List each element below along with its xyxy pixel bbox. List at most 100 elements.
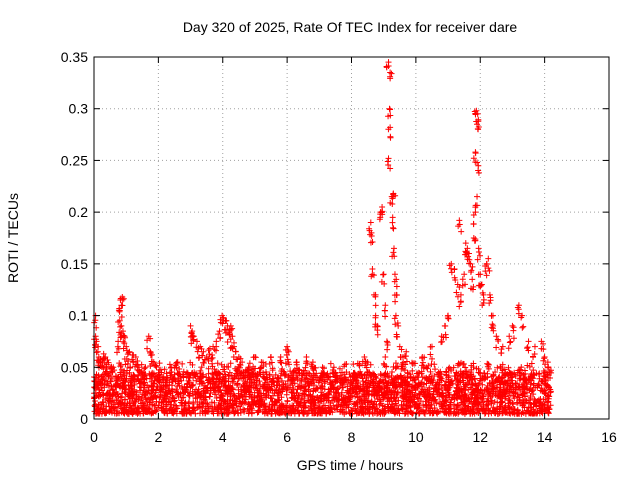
data-point-bg bbox=[390, 395, 397, 402]
data-point-bg bbox=[467, 384, 474, 391]
data-point-bg bbox=[229, 402, 236, 409]
data-point-bg bbox=[246, 360, 253, 367]
data-point-bg bbox=[241, 408, 248, 415]
data-point-bg bbox=[490, 385, 497, 392]
data-point-bg bbox=[177, 373, 184, 380]
data-point bbox=[95, 359, 102, 366]
data-point-bg bbox=[113, 383, 120, 390]
data-point-bg bbox=[317, 376, 324, 383]
data-point-bg bbox=[359, 387, 366, 394]
data-point-bg bbox=[497, 403, 504, 410]
data-point-bg bbox=[437, 375, 444, 382]
data-point-bg bbox=[283, 405, 290, 412]
data-point bbox=[494, 336, 501, 343]
data-point-bg bbox=[298, 377, 305, 384]
data-point bbox=[172, 360, 179, 367]
data-point-bg bbox=[221, 404, 228, 411]
data-point-bg bbox=[255, 389, 262, 396]
data-point-bg bbox=[414, 405, 421, 412]
data-point-bg bbox=[213, 378, 220, 385]
data-point bbox=[110, 364, 117, 371]
data-point-bg bbox=[293, 374, 300, 381]
data-point-bg bbox=[476, 380, 483, 387]
data-point-bg bbox=[376, 401, 383, 408]
data-point-bg bbox=[168, 401, 175, 408]
data-point-bg bbox=[444, 385, 451, 392]
data-point bbox=[144, 345, 151, 352]
data-point-bg bbox=[311, 372, 318, 379]
data-point-bg bbox=[369, 410, 376, 417]
data-point-bg bbox=[197, 367, 204, 374]
data-point-bg bbox=[329, 409, 336, 416]
data-point-bg bbox=[256, 403, 263, 410]
data-point bbox=[442, 331, 449, 338]
data-point bbox=[245, 364, 252, 371]
data-point-bg bbox=[99, 399, 106, 406]
data-point bbox=[168, 365, 175, 372]
data-point-bg bbox=[456, 361, 463, 368]
data-point-bg bbox=[293, 399, 300, 406]
data-point-bg bbox=[511, 369, 518, 376]
data-point-bg bbox=[401, 367, 408, 374]
data-point bbox=[474, 256, 481, 263]
data-point bbox=[475, 271, 482, 278]
data-point-bg bbox=[368, 372, 375, 379]
data-point-bg bbox=[354, 409, 361, 416]
data-point-bg bbox=[427, 378, 434, 385]
data-point-bg bbox=[194, 404, 201, 411]
data-point-bg bbox=[338, 401, 345, 408]
data-point-bg bbox=[484, 398, 491, 405]
y-tick-label: 0.2 bbox=[69, 204, 89, 220]
data-point-bg bbox=[387, 394, 394, 401]
data-point-bg bbox=[399, 406, 406, 413]
data-point bbox=[475, 169, 482, 176]
data-point bbox=[531, 343, 538, 350]
data-point-bg bbox=[301, 391, 308, 398]
data-point bbox=[205, 347, 212, 354]
data-point bbox=[387, 165, 394, 172]
data-point bbox=[455, 223, 462, 230]
data-point bbox=[392, 192, 399, 199]
data-point-bg bbox=[295, 410, 302, 417]
data-point-bg bbox=[444, 386, 451, 393]
data-point bbox=[524, 344, 531, 351]
y-tick-label: 0.1 bbox=[69, 308, 89, 324]
data-point bbox=[386, 105, 393, 112]
data-point-bg bbox=[497, 363, 504, 370]
data-point bbox=[464, 256, 471, 263]
data-point-bg bbox=[449, 377, 456, 384]
data-point bbox=[398, 363, 405, 370]
data-point-bg bbox=[121, 372, 128, 379]
data-point-bg bbox=[475, 366, 482, 373]
data-point-bg bbox=[485, 410, 492, 417]
data-point-bg bbox=[490, 386, 497, 393]
data-point bbox=[158, 369, 165, 376]
data-point bbox=[467, 260, 474, 267]
data-point-bg bbox=[517, 366, 524, 373]
data-point bbox=[367, 219, 374, 226]
data-point-bg bbox=[231, 393, 238, 400]
data-point-bg bbox=[421, 388, 428, 395]
data-point-bg bbox=[485, 392, 492, 399]
x-tick-label: 16 bbox=[601, 429, 617, 445]
data-point-bg bbox=[219, 393, 226, 400]
data-point bbox=[392, 312, 399, 319]
data-point-bg bbox=[504, 377, 511, 384]
data-point-bg bbox=[493, 384, 500, 391]
data-point bbox=[472, 236, 479, 243]
data-point-bg bbox=[363, 395, 370, 402]
data-point bbox=[119, 328, 126, 335]
data-point-bg bbox=[208, 407, 215, 414]
data-point-bg bbox=[259, 408, 266, 415]
data-point-bg bbox=[240, 381, 247, 388]
data-point-bg bbox=[332, 389, 339, 396]
data-point-bg bbox=[330, 402, 337, 409]
data-point bbox=[444, 313, 451, 320]
data-point-bg bbox=[389, 369, 396, 376]
data-point-bg bbox=[215, 369, 222, 376]
data-point-bg bbox=[485, 361, 492, 368]
data-point-bg bbox=[311, 402, 318, 409]
data-point-bg bbox=[439, 385, 446, 392]
data-point-bg bbox=[531, 396, 538, 403]
data-point-bg bbox=[471, 375, 478, 382]
